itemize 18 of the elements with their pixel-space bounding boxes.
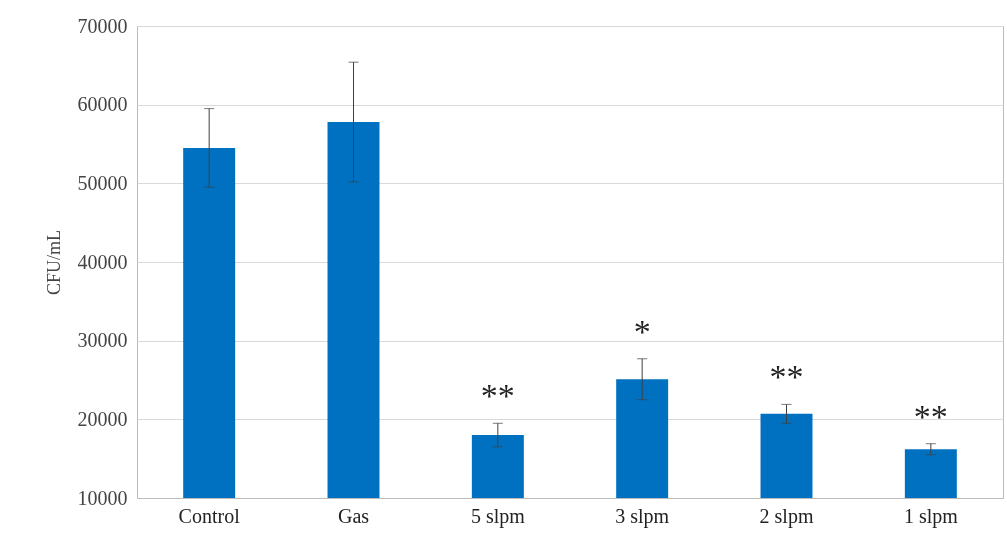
y-axis-title: CFU/mL bbox=[43, 229, 64, 296]
y-tick-label: 40000 bbox=[77, 250, 128, 273]
annotation: * bbox=[633, 312, 651, 350]
x-tick-label: 2 slpm bbox=[759, 504, 814, 528]
annotation: ** bbox=[769, 358, 804, 396]
y-tick-label: 70000 bbox=[77, 14, 128, 37]
annotation: ** bbox=[480, 377, 515, 415]
x-tick-label: Gas bbox=[337, 504, 370, 527]
x-tick-label: 1 slpm bbox=[903, 504, 959, 528]
y-tick-label: 50000 bbox=[77, 171, 128, 194]
y-tick-label: 30000 bbox=[77, 329, 128, 352]
x-tick-label: 3 slpm bbox=[615, 504, 670, 528]
y-tick-label: 10000 bbox=[77, 486, 128, 509]
x-tick-label: Control bbox=[178, 504, 241, 527]
y-tick-label: 60000 bbox=[77, 93, 128, 116]
y-tick-label: 20000 bbox=[77, 407, 128, 430]
annotation: ** bbox=[913, 397, 948, 435]
x-tick-label: 5 slpm bbox=[470, 504, 526, 528]
